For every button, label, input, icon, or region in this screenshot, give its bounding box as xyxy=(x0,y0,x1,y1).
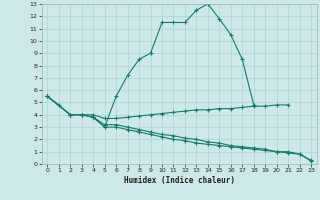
X-axis label: Humidex (Indice chaleur): Humidex (Indice chaleur) xyxy=(124,176,235,185)
